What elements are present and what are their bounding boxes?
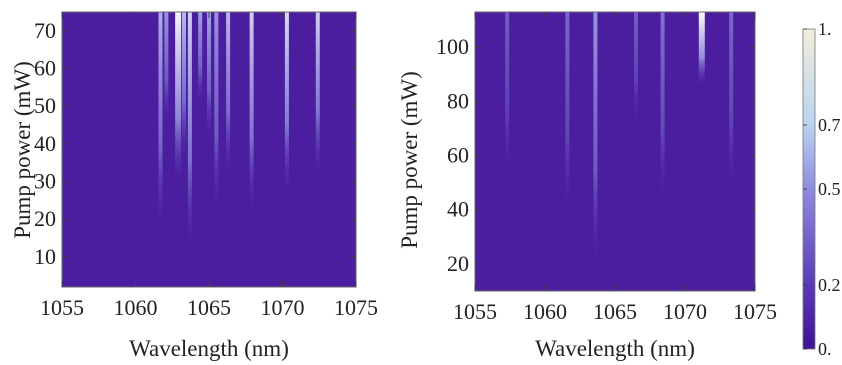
left-y-tick-label: 10 [34,244,56,269]
right-x-axis-label: Wavelength (nm) [535,336,695,361]
right-y-axis-label: Pump power (mW) [397,71,422,249]
colorbar-tick-label: 0. [818,339,832,359]
colorbar-ticks: 1. 0.7 0.5 0.2 0. [803,19,841,359]
right-line-4 [660,12,665,291]
right-heatmap-area [474,11,756,292]
left-line-7 [214,12,219,287]
left-x-tick-label: 1055 [40,295,84,320]
left-line-8 [226,12,231,287]
left-line-1 [164,12,169,287]
left-line-11 [315,12,320,287]
left-line-3 [182,12,187,287]
left-y-tick-label: 20 [34,206,56,231]
right-y-tick-label: 80 [447,88,469,113]
left-y-tick-label: 40 [34,131,56,156]
left-x-axis-label: Wavelength (nm) [129,336,289,361]
left-x-tick-label: 1065 [187,295,231,320]
colorbar-tick-label: 0.2 [818,275,841,295]
right-x-tick-label: 1075 [733,299,777,324]
left-line-4 [187,12,192,287]
left-y-tick-label: 30 [34,169,56,194]
left-y-axis-label: Pump power (mW) [10,61,35,239]
colorbar-tick-label: 1. [818,19,832,39]
right-line-6 [729,12,734,291]
right-x-tick-label: 1070 [663,299,707,324]
right-heatmap-panel: 1055 1060 1065 1070 1075 20 40 60 80 100 Wavelen… [397,11,777,361]
right-y-tick-label: 100 [436,34,469,59]
right-y-tick-label: 40 [447,197,469,222]
left-heatmap-panel: 1055 1060 1065 1070 1075 10 20 30 40 50 60 70 Wave… [10,11,378,361]
left-line-5 [198,12,203,287]
right-line-0 [505,12,510,291]
left-y-ticks: 10 20 30 40 50 60 70 [34,18,356,269]
right-x-tick-label: 1065 [593,299,637,324]
right-y-tick-label: 60 [447,143,469,168]
right-x-tick-label: 1055 [453,299,497,324]
right-line-3 [634,12,638,291]
left-x-tick-label: 1075 [334,295,378,320]
left-line-9 [249,12,254,287]
right-line-1 [565,12,570,291]
left-y-tick-label: 50 [34,93,56,118]
left-x-tick-label: 1070 [261,295,305,320]
colorbar-tick-label: 0.5 [818,179,841,199]
colorbar-tick-label: 0.7 [818,115,841,135]
left-line-10 [284,12,289,287]
colorbar: 1. 0.7 0.5 0.2 0. [802,19,841,359]
right-y-tick-label: 20 [447,251,469,276]
left-x-ticks: 1055 1060 1065 1070 1075 [40,12,378,320]
left-y-tick-label: 60 [34,56,56,81]
left-line-0 [158,12,163,287]
right-x-ticks: 1055 1060 1065 1070 1075 [453,12,777,324]
left-line-6 [207,12,211,287]
right-x-tick-label: 1060 [523,299,567,324]
right-line-5 [698,12,705,291]
left-line-2 [175,12,182,287]
right-heatmap-lines [505,12,734,291]
left-heatmap-lines [158,12,320,287]
left-y-tick-label: 70 [34,18,56,43]
right-y-ticks: 20 40 60 80 100 [436,34,755,276]
left-x-tick-label: 1060 [114,295,158,320]
right-line-2 [593,12,598,291]
